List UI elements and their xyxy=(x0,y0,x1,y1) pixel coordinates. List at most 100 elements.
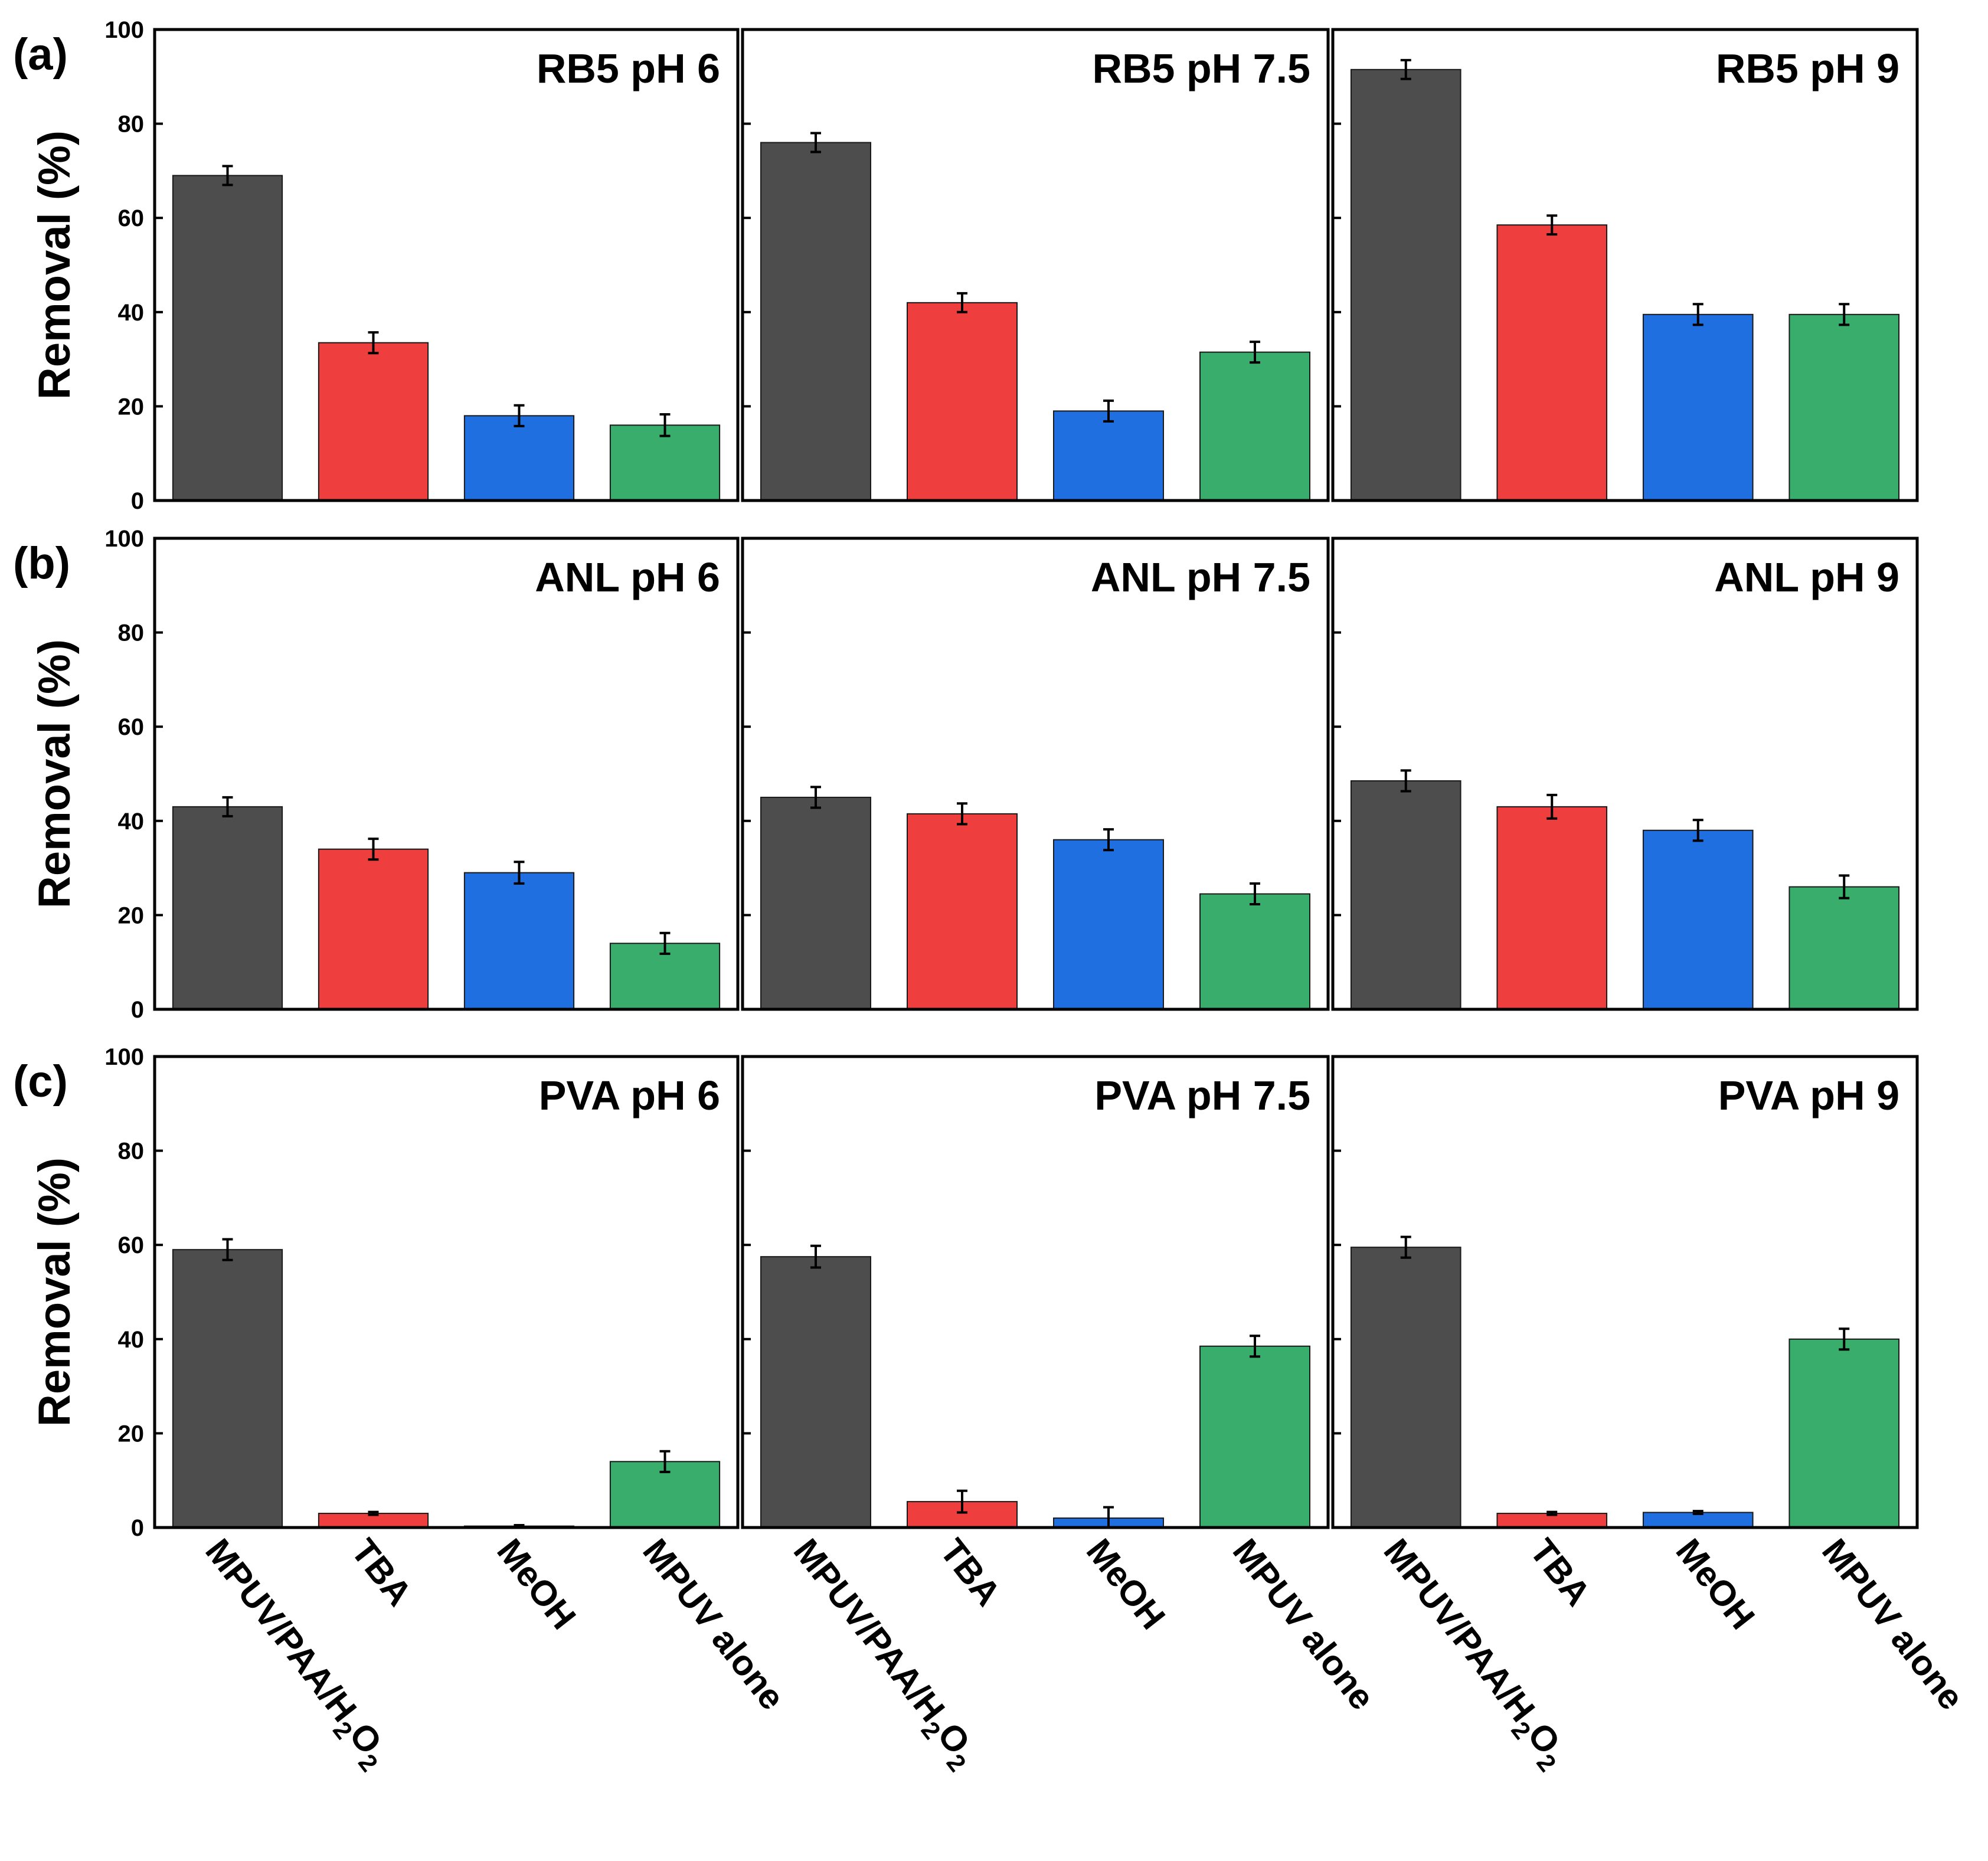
bar xyxy=(1642,829,1754,1010)
error-bar xyxy=(368,838,379,861)
error-bar xyxy=(957,292,967,313)
y-tick-label: 40 xyxy=(118,300,145,326)
error-bar xyxy=(659,931,671,955)
panel-frame xyxy=(1331,537,1919,1011)
error-bar xyxy=(222,1238,233,1261)
bar xyxy=(1199,1345,1310,1529)
bar xyxy=(1053,839,1164,1010)
bar xyxy=(1199,893,1310,1010)
panel-title: PVA pH 9 xyxy=(1718,1072,1899,1118)
y-axis-label: Removal (%) xyxy=(30,130,80,400)
y-tick-label: 80 xyxy=(118,620,145,646)
x-tick-label: TBA xyxy=(344,1532,420,1613)
chart-panel: ANL pH 7.5 xyxy=(741,537,1330,1011)
error-bar xyxy=(1250,882,1260,906)
error-bar xyxy=(659,1450,671,1473)
x-tick-label: MeOH xyxy=(489,1532,584,1637)
bar xyxy=(463,415,575,501)
error-bar xyxy=(1250,341,1260,364)
y-tick-label: 60 xyxy=(118,1232,145,1258)
error-bar xyxy=(957,1489,967,1514)
chart-panel: ANL pH 6 xyxy=(153,537,740,1011)
x-tick-label: MPUV alone xyxy=(1814,1532,1971,1717)
y-tick-label: 100 xyxy=(104,526,144,552)
chart-root: (a) Removal (%) 0 20 40 60 80 100 RB5 pH 6 RB5 pH… xyxy=(13,17,1971,1777)
y-tick-label: 40 xyxy=(118,1327,145,1353)
error-bar xyxy=(1546,793,1558,820)
panel-frame xyxy=(153,28,740,502)
chart-panel: ANL pH 9 xyxy=(1331,537,1919,1011)
error-bar xyxy=(1692,303,1703,326)
bar xyxy=(1788,313,1900,501)
panel-frame xyxy=(153,1055,740,1529)
chart-panel: PVA pH 6 xyxy=(153,1055,740,1529)
chart-panel: PVA pH 7.5 xyxy=(741,1055,1330,1529)
error-bar xyxy=(1839,303,1850,326)
panel-title: RB5 pH 9 xyxy=(1716,45,1899,91)
x-tick-label: TBA xyxy=(1522,1532,1598,1613)
error-bar xyxy=(1103,399,1114,423)
y-tick-label: 40 xyxy=(118,809,145,835)
error-bar xyxy=(1692,1510,1703,1515)
error-bar xyxy=(810,132,821,153)
bar xyxy=(318,848,429,1010)
panel-title: RB5 pH 6 xyxy=(537,45,720,91)
error-bar xyxy=(514,861,525,885)
panel-title: PVA pH 7.5 xyxy=(1094,1072,1310,1118)
error-bar xyxy=(810,1244,821,1269)
bar xyxy=(1350,68,1461,501)
error-bar xyxy=(659,413,671,437)
error-bar xyxy=(1250,1335,1260,1358)
y-axis-label: Removal (%) xyxy=(30,639,80,908)
error-bar xyxy=(1839,874,1850,900)
error-bar xyxy=(1103,828,1114,852)
x-tick-label: MPUV alone xyxy=(635,1532,792,1717)
bar xyxy=(172,175,283,501)
error-bar xyxy=(222,165,233,187)
error-bar xyxy=(1692,819,1703,842)
y-tick-label: 80 xyxy=(118,1139,145,1165)
bar xyxy=(907,813,1018,1010)
panel-title: ANL pH 7.5 xyxy=(1091,554,1310,600)
x-tick-label: TBA xyxy=(933,1532,1009,1613)
panel-frame xyxy=(153,537,740,1011)
bar xyxy=(907,302,1018,502)
y-tick-label: 100 xyxy=(104,1044,144,1070)
bar xyxy=(1053,410,1164,501)
error-bar xyxy=(514,404,525,427)
y-tick-label: 80 xyxy=(118,112,145,138)
bar xyxy=(463,872,575,1010)
panel-frame xyxy=(1331,1055,1919,1529)
error-bar xyxy=(1546,1510,1558,1516)
error-bar xyxy=(1400,58,1411,80)
chart-panel: PVA pH 9 xyxy=(1331,1055,1919,1529)
bar xyxy=(1788,1338,1900,1529)
error-bar xyxy=(1839,1327,1850,1351)
bar xyxy=(1496,224,1608,501)
error-bar xyxy=(222,796,233,817)
panel-frame xyxy=(1331,28,1919,502)
error-bar xyxy=(1400,1235,1411,1259)
row-label: (a) xyxy=(13,30,68,80)
bar xyxy=(1350,780,1461,1010)
error-bar xyxy=(810,786,821,809)
row-label: (b) xyxy=(13,538,70,588)
bar xyxy=(1350,1247,1461,1528)
chart-panel: RB5 pH 7.5 xyxy=(741,28,1330,502)
panel-title: ANL pH 6 xyxy=(535,554,720,600)
y-tick-label: 0 xyxy=(131,1515,144,1541)
error-bar xyxy=(368,331,379,355)
y-tick-label: 60 xyxy=(118,714,145,740)
y-tick-label: 20 xyxy=(118,1421,145,1447)
row-label: (c) xyxy=(13,1057,68,1107)
bar xyxy=(1642,313,1754,501)
bar xyxy=(1496,806,1608,1010)
panel-title: ANL pH 9 xyxy=(1714,554,1899,600)
panel-frame xyxy=(741,537,1330,1011)
y-tick-label: 0 xyxy=(131,997,144,1023)
panel-frame xyxy=(741,28,1330,502)
x-tick-label: MeOH xyxy=(1079,1532,1173,1637)
error-bar xyxy=(957,802,967,826)
bar xyxy=(760,142,871,501)
